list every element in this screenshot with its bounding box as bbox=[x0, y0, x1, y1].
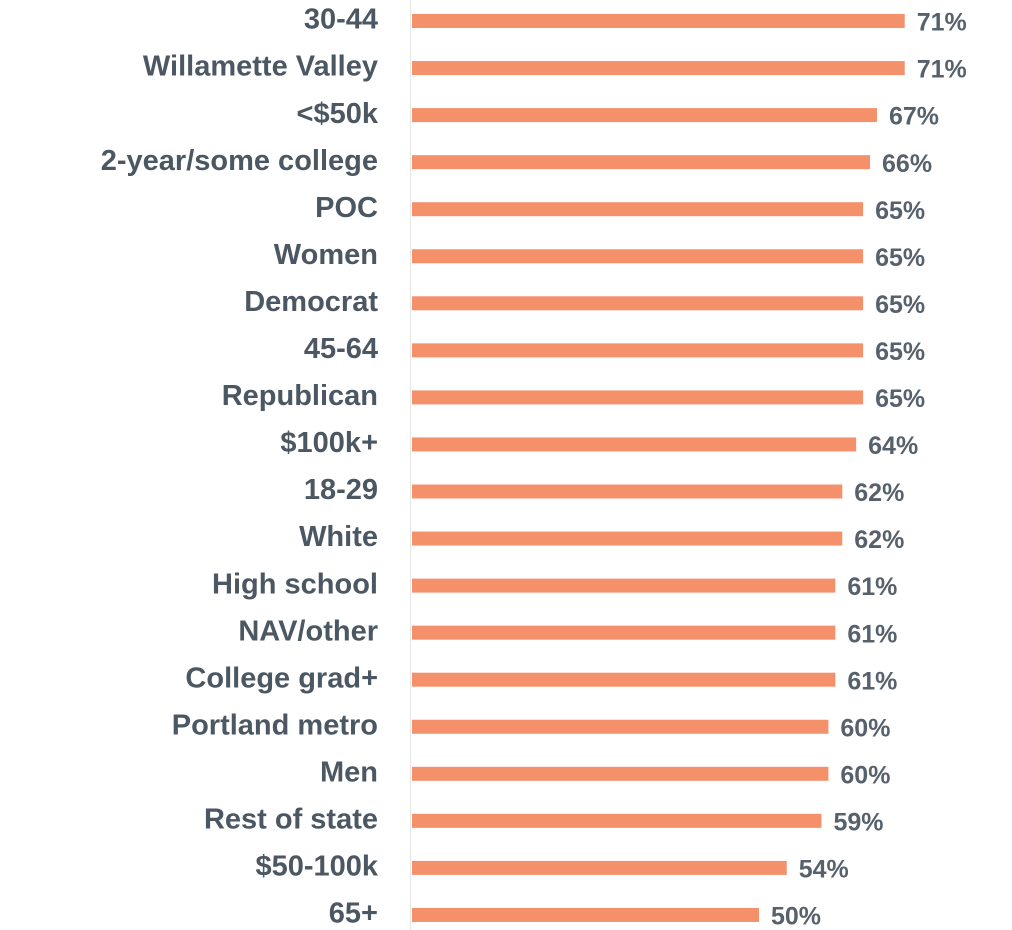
bar bbox=[412, 672, 836, 687]
value-label: 66% bbox=[882, 150, 932, 178]
category-label: 65+ bbox=[329, 898, 378, 930]
category-label: $100k+ bbox=[280, 427, 378, 459]
bar bbox=[412, 813, 822, 828]
category-label: POC bbox=[315, 192, 378, 224]
bar bbox=[412, 296, 864, 311]
value-label: 67% bbox=[889, 103, 939, 131]
value-label: 61% bbox=[847, 620, 897, 648]
bar bbox=[412, 61, 905, 76]
value-label: 65% bbox=[875, 338, 925, 366]
category-label: Portland metro bbox=[172, 709, 378, 741]
bar bbox=[412, 719, 829, 734]
bar bbox=[412, 108, 877, 123]
bar bbox=[412, 578, 836, 593]
category-label: 18-29 bbox=[304, 474, 378, 506]
bar bbox=[412, 766, 829, 781]
value-label: 71% bbox=[917, 9, 967, 37]
category-label: $50-100k bbox=[255, 851, 378, 883]
category-label: 45-64 bbox=[304, 333, 378, 365]
category-label: Women bbox=[274, 239, 378, 271]
category-label: <$50k bbox=[297, 98, 379, 130]
value-label: 61% bbox=[847, 667, 897, 695]
value-label: 50% bbox=[771, 903, 821, 930]
value-label: 65% bbox=[875, 291, 925, 319]
value-label: 60% bbox=[840, 761, 890, 789]
value-label: 60% bbox=[840, 714, 890, 742]
category-label: Republican bbox=[222, 380, 378, 412]
category-label: Democrat bbox=[244, 286, 378, 318]
bar bbox=[412, 202, 864, 217]
bar bbox=[412, 437, 857, 452]
bar bbox=[412, 484, 843, 499]
value-label: 71% bbox=[917, 56, 967, 84]
category-label: 30-44 bbox=[304, 4, 378, 36]
value-label: 65% bbox=[875, 385, 925, 413]
bar bbox=[412, 249, 864, 264]
value-label: 59% bbox=[833, 808, 883, 836]
category-label: College grad+ bbox=[185, 662, 378, 694]
category-label: Rest of state bbox=[204, 804, 378, 836]
bar bbox=[412, 860, 787, 875]
value-label: 62% bbox=[854, 526, 904, 554]
category-label: 2-year/some college bbox=[101, 145, 378, 177]
bar bbox=[412, 625, 836, 640]
bar bbox=[412, 907, 759, 922]
value-label: 65% bbox=[875, 244, 925, 272]
bar bbox=[412, 343, 864, 358]
value-label: 62% bbox=[854, 479, 904, 507]
bar bbox=[412, 155, 871, 170]
category-label: Willamette Valley bbox=[143, 51, 378, 83]
category-label: NAV/other bbox=[238, 615, 378, 647]
category-label: Men bbox=[320, 756, 378, 788]
bar bbox=[412, 14, 905, 28]
value-label: 61% bbox=[847, 573, 897, 601]
category-label: White bbox=[299, 521, 378, 553]
value-label: 54% bbox=[799, 856, 849, 884]
value-label: 64% bbox=[868, 432, 918, 460]
value-label: 65% bbox=[875, 197, 925, 225]
category-label: High school bbox=[212, 568, 378, 600]
bar bbox=[412, 390, 864, 405]
bar bbox=[412, 531, 843, 546]
